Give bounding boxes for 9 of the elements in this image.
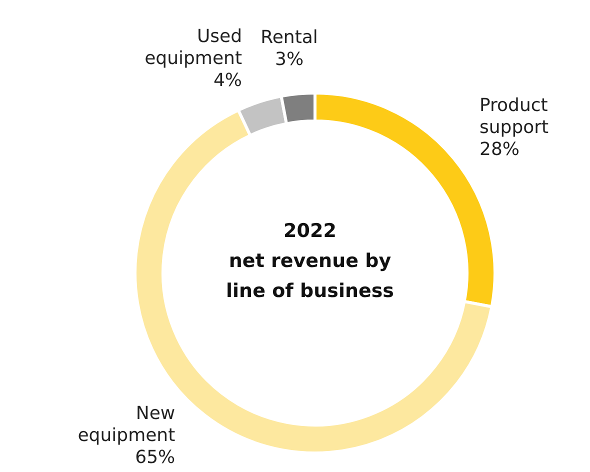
slice-label: New equipment (78, 402, 176, 446)
text: 2022 net revenue by line of business (225, 219, 395, 304)
slice-label: Rental (260, 26, 318, 48)
data-label: 3% (275, 48, 304, 70)
data-label: 65% (135, 446, 176, 468)
data-label: 4% (213, 70, 242, 91)
slice-label: Product support (480, 94, 549, 138)
data-label: 28% (480, 138, 520, 160)
slice-label: Used equipment (144, 26, 242, 69)
